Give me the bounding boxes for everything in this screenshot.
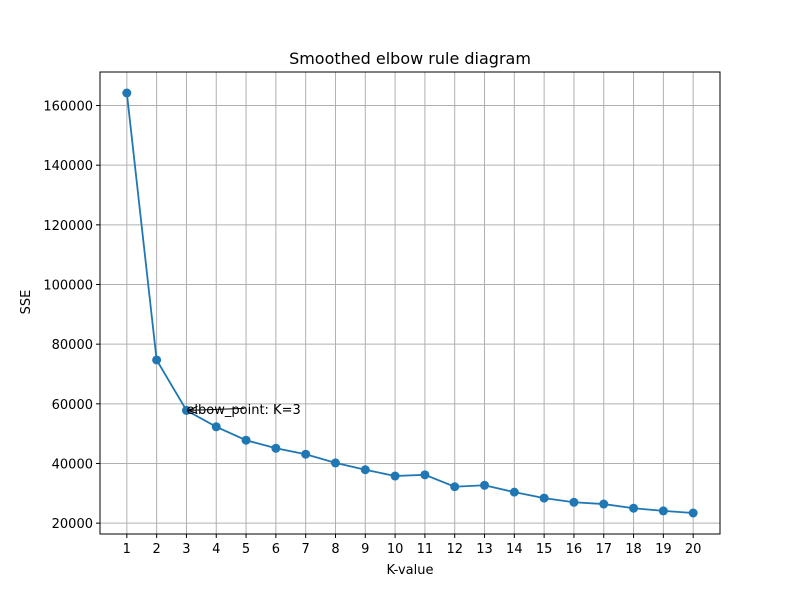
- y-tick-label: 160000: [43, 100, 93, 115]
- plot-frame: [99, 71, 721, 535]
- y-tick-label: 20000: [52, 517, 93, 532]
- data-point: [480, 480, 490, 490]
- x-tick-label: 15: [536, 542, 553, 557]
- x-tick-label: 10: [387, 542, 404, 557]
- x-tick-label: 11: [417, 542, 434, 557]
- x-tick-label: 5: [242, 542, 250, 557]
- data-point: [569, 497, 579, 507]
- x-tick-label: 4: [212, 542, 220, 557]
- x-tick-label: 2: [152, 542, 160, 557]
- data-point: [211, 422, 221, 432]
- data-point: [658, 506, 668, 516]
- data-point: [688, 508, 698, 518]
- x-tick-label: 13: [476, 542, 493, 557]
- chart-title: Smoothed elbow rule diagram: [289, 49, 531, 68]
- elbow-annotation-text: elbow_point: K=3: [186, 403, 300, 418]
- x-tick-label: 3: [182, 542, 190, 557]
- elbow-annotation-arrow: [189, 407, 245, 411]
- x-tick-label: 9: [361, 542, 369, 557]
- data-point: [539, 493, 549, 503]
- data-point: [360, 465, 370, 475]
- x-tick-label: 18: [625, 542, 642, 557]
- elbow-annotation-arrowhead: [187, 405, 198, 414]
- grid: [100, 72, 720, 534]
- x-tick-label: 8: [331, 542, 339, 557]
- y-tick-label: 60000: [52, 398, 93, 413]
- data-point: [241, 435, 251, 445]
- data-point: [122, 88, 132, 98]
- x-tick-label: 17: [595, 542, 612, 557]
- y-tick-label: 120000: [43, 219, 93, 234]
- data-point: [181, 405, 191, 415]
- x-tick-label: 6: [272, 542, 280, 557]
- y-tick-label: 80000: [52, 338, 93, 353]
- data-point: [330, 458, 340, 468]
- data-point: [152, 355, 162, 365]
- y-tick-label: 40000: [52, 457, 93, 472]
- x-tick-label: 1: [123, 542, 131, 557]
- data-point: [629, 503, 639, 513]
- y-axis-label: SSE: [19, 290, 34, 315]
- x-tick-label: 20: [685, 542, 702, 557]
- data-point: [271, 443, 281, 453]
- y-tick-label: 140000: [43, 159, 93, 174]
- x-axis: 1 2 3 4 5 6 7 8 9 10 11 12 13 14 15 16 17 18 19 20: [123, 534, 702, 557]
- data-point: [301, 449, 311, 459]
- data-point: [450, 482, 460, 492]
- x-tick-label: 12: [446, 542, 463, 557]
- x-tick-label: 14: [506, 542, 523, 557]
- data-point: [599, 499, 609, 509]
- y-tick-label: 100000: [43, 279, 93, 294]
- x-tick-label: 19: [655, 542, 672, 557]
- series-line: [125, 92, 694, 514]
- data-point: [509, 487, 519, 497]
- x-tick-label: 16: [566, 542, 583, 557]
- x-tick-label: 7: [302, 542, 310, 557]
- series-layer: [122, 88, 698, 518]
- data-point: [420, 470, 430, 480]
- data-point: [390, 471, 400, 481]
- x-axis-label: K-value: [386, 563, 433, 578]
- annotation-layer: elbow_point: K=3: [186, 403, 300, 418]
- y-axis: 20000 40000 60000 80000 100000 120000 140000 16…: [43, 100, 100, 532]
